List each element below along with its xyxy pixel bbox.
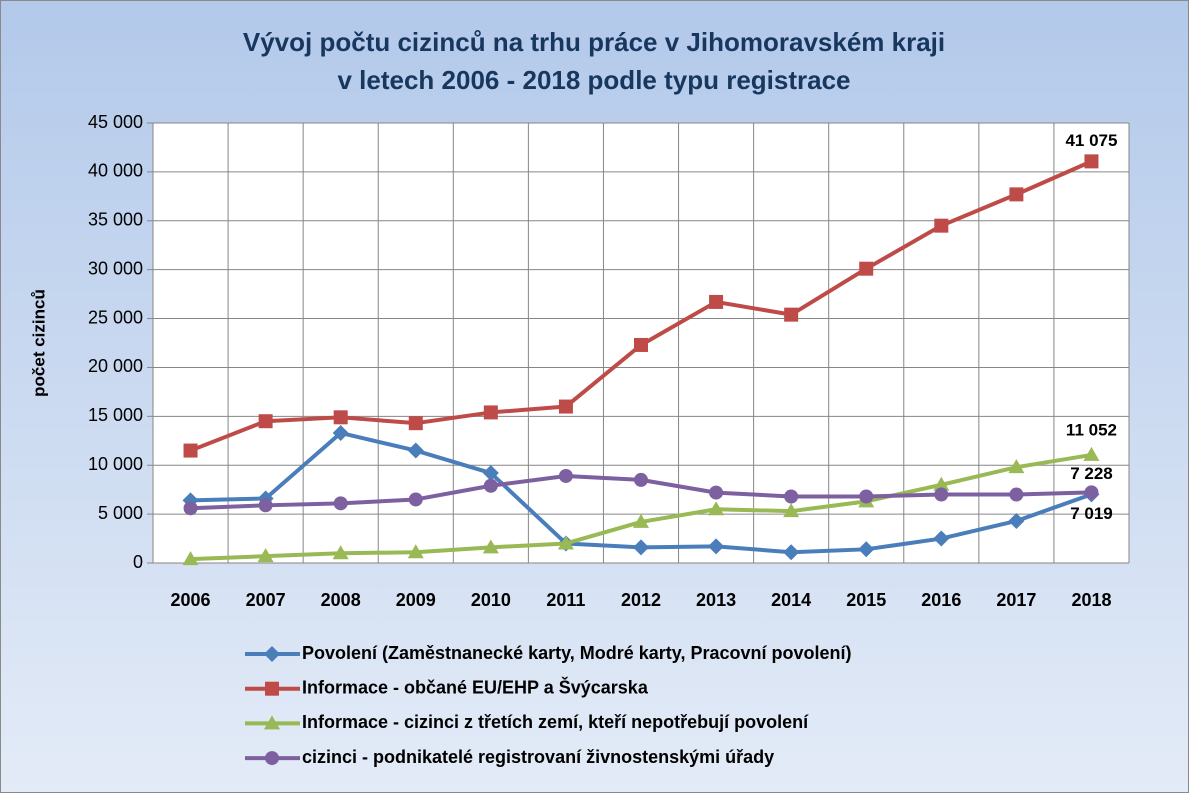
marker: [483, 478, 498, 493]
y-tick-label: 25 000: [88, 307, 143, 327]
marker: [633, 539, 649, 556]
x-tick-label: 2014: [771, 590, 811, 610]
x-tick-label: 2017: [996, 590, 1036, 610]
marker: [558, 399, 573, 414]
marker: [783, 503, 800, 518]
marker: [257, 548, 274, 563]
marker: [633, 513, 649, 528]
x-tick-label: 2008: [321, 590, 361, 610]
marker: [407, 544, 424, 559]
marker: [859, 489, 874, 504]
chart-title: Vývoj počtu cizinců na trhu práce v Jiho…: [243, 27, 945, 57]
y-tick-label: 5 000: [98, 503, 143, 523]
marker: [182, 551, 199, 566]
marker: [933, 476, 950, 491]
y-tick-label: 40 000: [88, 161, 143, 181]
legend-marker: [264, 715, 280, 730]
marker: [708, 501, 725, 516]
data-label: 7 019: [1070, 504, 1113, 523]
legend-label: Povolení (Zaměstnanecké karty, Modré kar…: [302, 643, 852, 663]
marker: [482, 539, 499, 554]
marker: [408, 416, 423, 431]
marker: [332, 424, 349, 441]
marker: [783, 544, 800, 561]
marker: [483, 405, 498, 420]
marker: [258, 414, 273, 429]
x-tick-label: 2009: [396, 590, 436, 610]
marker: [934, 487, 949, 502]
marker: [558, 468, 573, 483]
marker: [1008, 512, 1025, 529]
marker: [333, 410, 348, 425]
x-tick-label: 2010: [471, 590, 511, 610]
legend-marker: [265, 681, 279, 696]
legend-label: cizinci - podnikatelé registrovaní živno…: [302, 747, 774, 767]
marker: [1009, 487, 1024, 502]
marker: [183, 443, 198, 458]
chart-title: v letech 2006 - 2018 podle typu registra…: [337, 65, 850, 95]
marker: [408, 492, 423, 507]
marker: [482, 465, 499, 482]
data-label: 11 052: [1066, 420, 1117, 439]
marker: [709, 294, 724, 309]
data-label: 41 075: [1065, 131, 1117, 150]
marker: [634, 337, 648, 352]
legend-label: Informace - cizinci z třetích zemí, kteř…: [302, 712, 809, 732]
marker: [634, 472, 648, 487]
data-label: 7 228: [1070, 464, 1113, 483]
y-tick-label: 10 000: [88, 454, 143, 474]
marker: [933, 530, 950, 547]
x-tick-label: 2012: [621, 590, 661, 610]
marker: [183, 501, 198, 516]
y-tick-label: 35 000: [88, 210, 143, 230]
y-tick-label: 30 000: [88, 258, 143, 278]
x-tick-label: 2016: [921, 590, 961, 610]
marker: [1083, 446, 1100, 461]
marker: [784, 307, 799, 322]
marker: [1008, 459, 1025, 474]
marker: [708, 538, 725, 555]
marker: [859, 261, 874, 276]
marker: [258, 498, 273, 513]
x-tick-label: 2006: [171, 590, 211, 610]
marker: [934, 218, 949, 233]
marker: [1084, 154, 1099, 169]
y-tick-label: 15 000: [88, 405, 143, 425]
marker: [709, 485, 724, 500]
legend-marker: [264, 646, 280, 662]
marker: [858, 541, 875, 558]
y-tick-label: 0: [133, 552, 143, 572]
y-tick-label: 20 000: [88, 356, 143, 376]
marker: [407, 442, 424, 459]
marker: [332, 545, 349, 560]
marker: [1084, 485, 1099, 500]
x-tick-label: 2018: [1071, 590, 1111, 610]
y-tick-label: 45 000: [88, 112, 143, 132]
marker: [557, 535, 574, 550]
x-tick-label: 2013: [696, 590, 736, 610]
legend-marker: [265, 751, 279, 766]
legend-label: Informace - občané EU/EHP a Švýcarska: [302, 676, 649, 697]
x-tick-label: 2007: [246, 590, 286, 610]
marker: [1009, 187, 1024, 202]
x-tick-label: 2011: [546, 590, 585, 610]
x-tick-label: 2015: [846, 590, 886, 610]
y-axis-label: počet cizinců: [29, 289, 48, 397]
marker: [333, 496, 348, 511]
marker: [784, 489, 799, 504]
